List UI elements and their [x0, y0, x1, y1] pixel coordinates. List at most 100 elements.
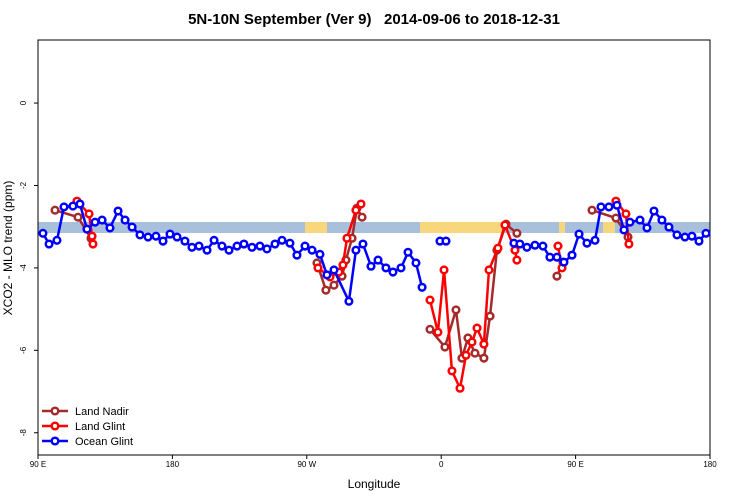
data-point: [143, 232, 153, 242]
legend-marker: [50, 436, 60, 446]
data-point: [151, 231, 161, 241]
data-point: [479, 339, 489, 349]
data-point: [59, 202, 69, 212]
data-point: [687, 231, 697, 241]
data-point: [425, 324, 435, 334]
data-point: [530, 240, 540, 250]
data-point: [612, 200, 622, 210]
y-tick-label: -4: [19, 264, 28, 272]
data-point: [582, 238, 592, 248]
data-point: [351, 205, 361, 215]
data-point: [587, 205, 597, 215]
data-point: [344, 296, 354, 306]
legend-label: Land Glint: [75, 421, 125, 433]
legend-marker: [50, 421, 60, 431]
data-point: [239, 239, 249, 249]
data-point: [52, 235, 62, 245]
data-point: [440, 342, 450, 352]
legend-label: Land Nadir: [75, 406, 129, 418]
data-point: [701, 228, 711, 238]
series-line: [41, 202, 707, 306]
data-point: [307, 245, 317, 255]
data-point: [657, 215, 667, 225]
data-point: [567, 250, 577, 260]
land-patch: [559, 222, 565, 233]
data-point: [88, 239, 98, 249]
chart-title: 5N-10N September (Ver 9) 2014-09-06 to 2…: [188, 11, 560, 28]
data-point: [451, 305, 461, 315]
x-tick-label: 0: [439, 460, 444, 469]
data-point: [338, 260, 348, 270]
data-point: [470, 348, 480, 358]
data-point: [425, 295, 435, 305]
data-point: [356, 199, 366, 209]
data-point: [439, 265, 449, 275]
data-point: [512, 228, 522, 238]
data-point: [461, 350, 471, 360]
data-point: [680, 232, 690, 242]
y-tick-label: -2: [19, 181, 28, 189]
data-point: [97, 215, 107, 225]
data-point: [559, 257, 569, 267]
data-point: [321, 285, 331, 295]
y-axis-label: XCO2 - MLO trend (ppm): [1, 181, 15, 316]
data-point: [172, 232, 182, 242]
data-point: [396, 263, 406, 273]
y-tick-label: 0: [19, 100, 28, 105]
land-patch: [603, 222, 615, 233]
data-point: [127, 222, 137, 232]
data-point: [447, 366, 457, 376]
legend-label: Ocean Glint: [75, 436, 133, 448]
data-point: [313, 263, 323, 273]
data-point: [455, 383, 465, 393]
data-point: [247, 242, 257, 252]
data-point: [545, 252, 555, 262]
data-point: [73, 212, 83, 222]
data-point: [82, 224, 92, 234]
data-point: [50, 205, 60, 215]
data-point: [649, 206, 659, 216]
data-point: [596, 202, 606, 212]
data-point: [619, 225, 629, 235]
land-patch: [305, 222, 327, 233]
data-point: [664, 222, 674, 232]
data-point: [285, 238, 295, 248]
data-point: [262, 244, 272, 254]
x-tick-label: 180: [703, 460, 717, 469]
data-point: [538, 241, 548, 251]
data-point: [381, 263, 391, 273]
legend-marker: [50, 406, 60, 416]
data-point: [604, 202, 614, 212]
data-point: [187, 242, 197, 252]
map-strip: [38, 222, 710, 233]
data-point: [512, 255, 522, 265]
data-point: [672, 230, 682, 240]
data-point: [255, 241, 265, 251]
data-point: [624, 239, 634, 249]
data-point: [552, 252, 562, 262]
data-point: [342, 233, 352, 243]
data-point: [467, 337, 477, 347]
data-point: [224, 245, 234, 255]
data-point: [120, 215, 130, 225]
data-point: [300, 241, 310, 251]
data-point: [625, 217, 635, 227]
data-point: [329, 265, 339, 275]
data-point: [217, 241, 227, 251]
y-tick-label: -6: [19, 346, 28, 354]
legend: Land Nadir Land Glint Ocean Glint: [42, 406, 133, 448]
data-point: [635, 215, 645, 225]
x-tick-label: 90 E: [567, 460, 583, 469]
data-point: [484, 265, 494, 275]
data-point: [158, 236, 168, 246]
x-axis-label: Longitude: [348, 477, 401, 491]
plot-frame: [37, 39, 711, 456]
data-point: [105, 223, 115, 233]
data-point: [479, 353, 489, 363]
data-point: [180, 236, 190, 246]
x-tick-label: 90 E: [30, 460, 46, 469]
data-point: [357, 212, 367, 222]
data-point: [87, 231, 97, 241]
data-point: [472, 323, 482, 333]
data-point: [441, 236, 451, 246]
